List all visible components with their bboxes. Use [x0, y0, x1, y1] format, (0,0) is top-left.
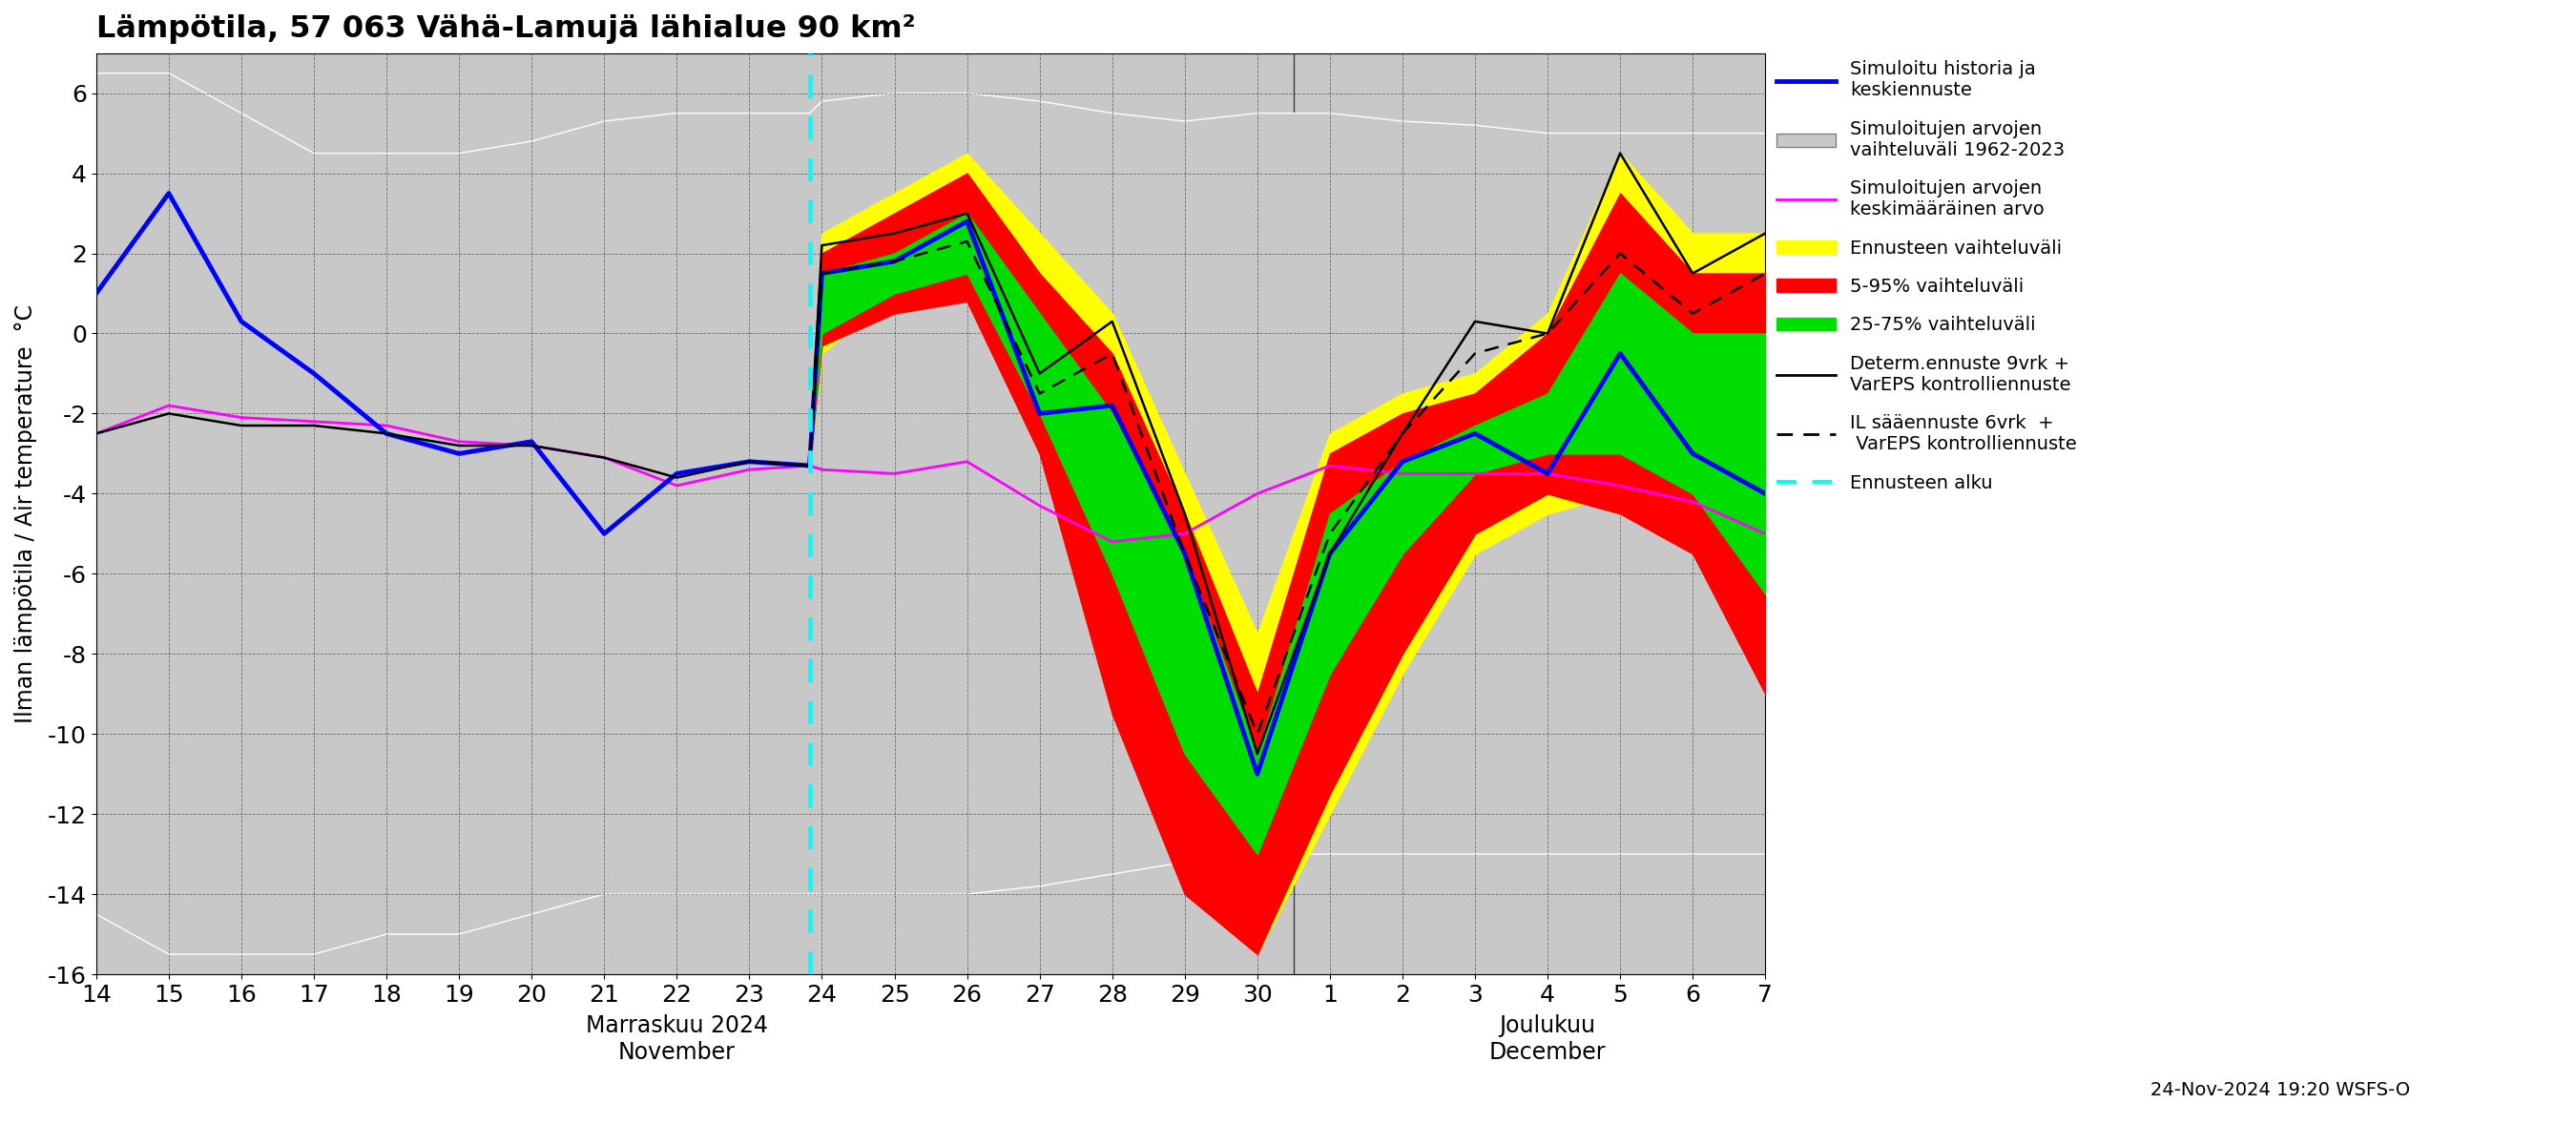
Text: Marraskuu 2024
November: Marraskuu 2024 November [585, 1014, 768, 1064]
Y-axis label: Ilman lämpötila / Air temperature  °C: Ilman lämpötila / Air temperature °C [15, 305, 36, 724]
Text: Joulukuu
December: Joulukuu December [1489, 1014, 1605, 1064]
Text: 24-Nov-2024 19:20 WSFS-O: 24-Nov-2024 19:20 WSFS-O [2151, 1081, 2411, 1099]
Legend: Simuloitu historia ja
keskiennuste, Simuloitujen arvojen
vaihteluväli 1962-2023,: Simuloitu historia ja keskiennuste, Simu… [1770, 53, 2084, 499]
Text: Lämpötila, 57 063 Vähä-Lamujä lähialue 90 km²: Lämpötila, 57 063 Vähä-Lamujä lähialue 9… [95, 14, 914, 44]
